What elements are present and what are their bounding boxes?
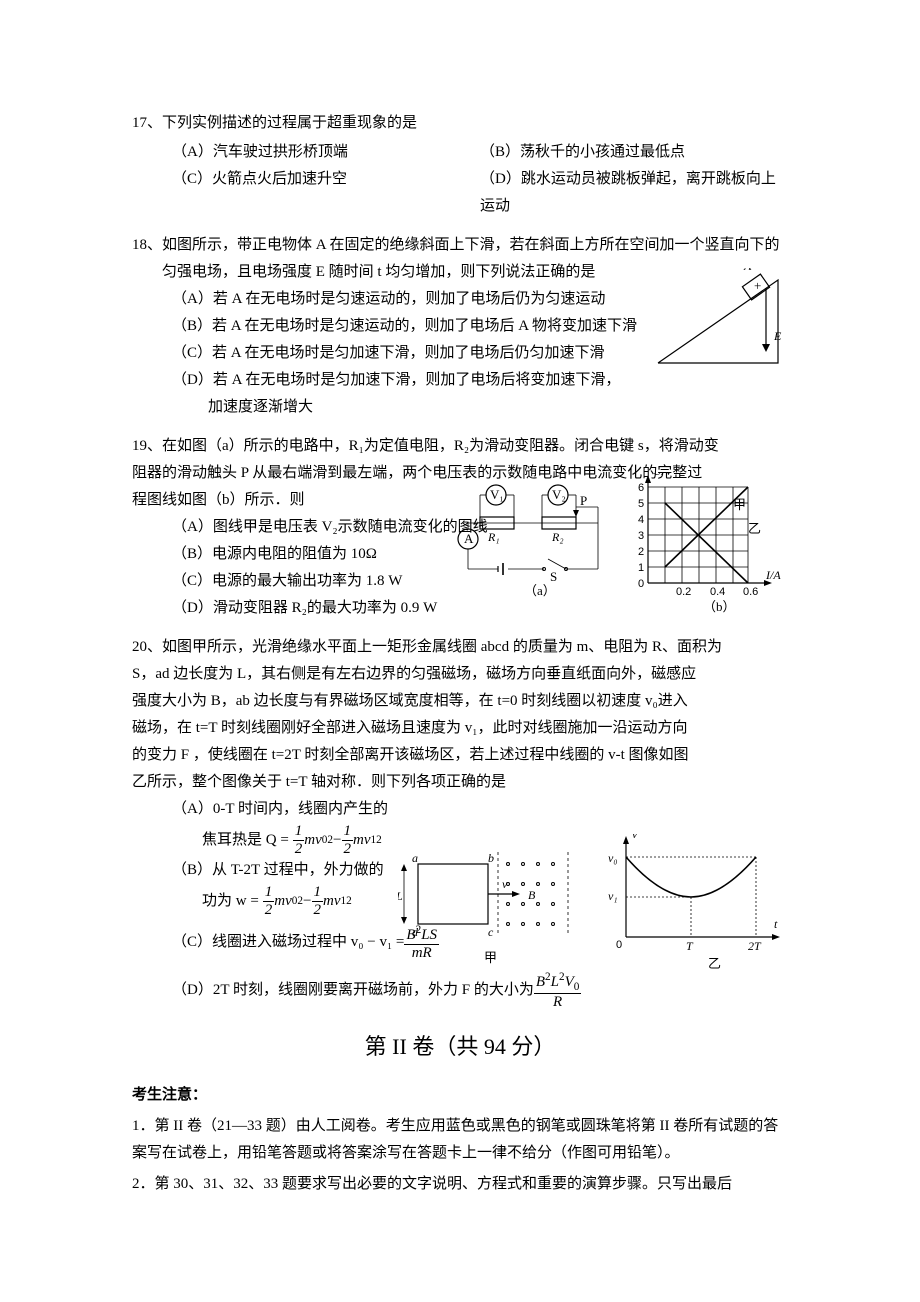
q20-stem-5: 乙所示，整个图像关于 t=T 轴对称．则下列各项正确的是 [132,774,506,790]
notes-item-1: 1．第 II 卷（21—33 题）由人工阅卷。考生应用蓝色或黑色的钢笔或圆珠笔将… [132,1113,788,1167]
svg-text:1: 1 [638,562,644,574]
q19-num: 19、 [132,433,162,460]
svg-text:L: L [398,889,403,903]
svg-text:U/V: U/V [653,473,674,478]
svg-text:b: b [488,851,494,865]
question-18: 18、 如图所示，带正电物体 A 在固定的绝缘斜面上下滑，若在斜面上方所在空间加… [132,232,788,421]
svg-text:4: 4 [638,514,644,526]
q19-stem-l1: 在如图（a）所示的电路中，R₁为定值电阻，R₂为滑动变阻器。闭合电键 s，将滑动… [162,438,719,454]
q20-num: 20、 [132,634,162,661]
svg-text:P: P [580,493,587,508]
svg-text:乙: 乙 [708,956,721,971]
q17-option-b: （B）荡秋千的小孩通过最低点 [480,139,788,166]
q19-stem-l3: 程图线如图（b）所示．则 [132,492,305,508]
svg-text:v₁: v₁ [608,889,618,903]
svg-text:V₂: V₂ [552,487,566,502]
svg-text:A: A [743,268,752,273]
q17-option-c: （C）火箭点火后加速升空 [172,166,480,220]
svg-text:I/A: I/A [765,568,781,582]
svg-text:a: a [412,851,418,865]
q18-num: 18、 [132,232,162,259]
svg-text:t: t [774,917,778,931]
fig-q20-graph: v t v₀ v₁ 0 T 2T 乙 [598,834,788,974]
svg-text:3: 3 [638,530,644,542]
svg-text:甲: 甲 [484,950,497,965]
svg-text:S: S [550,569,557,584]
q20-stem-1: S，ad 边长度为 L，其右侧是有左右边界的匀强磁场，磁场方向垂直纸面向外，磁感… [132,666,696,682]
q17-stem: 下列实例描述的过程属于超重现象的是 [162,110,788,137]
svg-text:V₁: V₁ [490,487,504,502]
svg-text:6: 6 [638,482,644,494]
q20-stem-0: 如图甲所示，光滑绝缘水平面上一矩形金属线圈 abcd 的质量为 m、电阻为 R、… [162,639,722,655]
svg-text:v₀: v₀ [608,851,618,865]
fig-q19-circuit: V₁ V₂ A R₁ R₂ P S （a） [448,479,618,599]
svg-text:c: c [488,925,494,939]
q20-option-a: （A）0-T 时间内，线圈内产生的 [172,796,788,823]
fig-q19-graph: 0 1 2 3 4 5 6 0.2 0.4 0.6 U/V I/A 甲 乙 （b… [618,473,788,613]
svg-text:B: B [528,888,536,902]
question-17: 17、 下列实例描述的过程属于超重现象的是 （A）汽车驶过拱形桥顶端 （B）荡秋… [132,110,788,220]
section-ii-title: 第 II 卷（共 94 分） [132,1027,788,1067]
question-19: 19、 在如图（a）所示的电路中，R₁为定值电阻，R₂为滑动变阻器。闭合电键 s… [132,433,788,622]
notes-item-2: 2．第 30、31、32、33 题要求写出必要的文字说明、方程式和重要的演算步骤… [132,1171,788,1198]
q20-option-d: （D）2T 时刻，线圈刚要离开磁场前，外力 F 的大小为 [172,977,534,1004]
fig-q18-incline: A + E [648,268,788,378]
svg-text:E: E [773,329,782,343]
q17-option-a: （A）汽车驶过拱形桥顶端 [172,139,480,166]
q20-stem-2: 强度大小为 B，ab 边长度与有界磁场区域宽度相等，在 t=0 时刻线圈以初速度… [132,693,688,709]
svg-text:0.4: 0.4 [710,586,725,598]
question-20: 20、 如图甲所示，光滑绝缘水平面上一矩形金属线圈 abcd 的质量为 m、电阻… [132,634,788,1011]
q18-option-d2: 加速度逐渐增大 [208,394,788,421]
svg-text:T: T [686,939,694,953]
svg-text:甲: 甲 [733,497,746,512]
q20-option-c: （C）线圈进入磁场过程中 v₀ − v₁ = [172,929,404,956]
svg-text:v: v [632,834,638,841]
svg-text:R₁: R₁ [487,530,500,544]
svg-text:v: v [502,877,508,891]
svg-text:0.2: 0.2 [676,586,691,598]
svg-text:2: 2 [638,546,644,558]
svg-text:0.6: 0.6 [743,586,758,598]
svg-text:A: A [464,531,474,546]
svg-text:5: 5 [638,498,644,510]
q17-num: 17、 [132,110,162,137]
svg-text:d: d [412,925,419,939]
svg-text:2T: 2T [748,939,762,953]
fig-q20-coil: a b c d L v B 甲 [398,844,588,974]
q20-stem-4: 的变力 F ，使线圈在 t=2T 时刻全部离开该磁场区，若上述过程中线圈的 v-… [132,747,689,763]
q20-b-formula-prefix: 功为 w = [202,888,259,915]
svg-text:0: 0 [638,578,644,590]
svg-text:（a）: （a） [524,583,556,598]
svg-text:（b）: （b） [703,599,736,613]
svg-text:R₂: R₂ [551,530,564,544]
svg-text:乙: 乙 [748,521,761,536]
svg-text:0: 0 [616,939,622,951]
svg-text:+: + [754,278,761,293]
q20-stem-3: 磁场，在 t=T 时刻线圈刚好全部进入磁场且速度为 v₁，此时对线圈施加一沿运动… [132,720,688,736]
q20-a-formula-prefix: 焦耳热是 Q = [202,827,289,854]
notes-heading: 考生注意： [132,1082,788,1109]
q17-option-d: （D）跳水运动员被跳板弹起，离开跳板向上运动 [480,166,788,220]
